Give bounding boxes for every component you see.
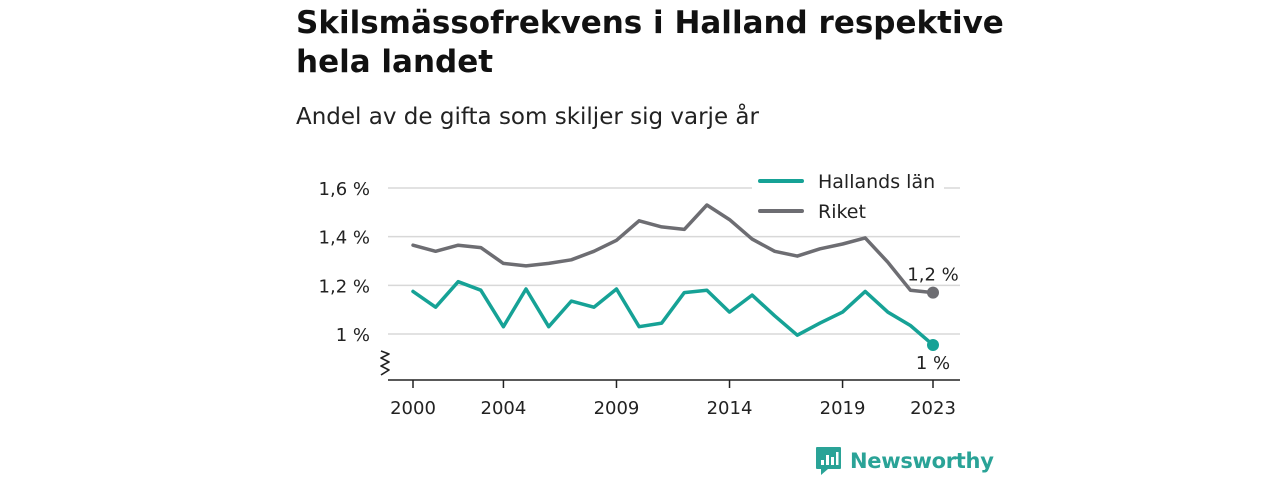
x-tick-label: 2000 <box>390 398 436 419</box>
x-axis: 2000 2004 2009 2014 2019 2023 <box>380 350 960 419</box>
x-tick-label: 2014 <box>707 398 753 419</box>
legend: Hallands län Riket <box>752 167 944 225</box>
y-tick-label: 1 % <box>336 325 370 346</box>
chart-title: Skilsmässofrekvens i Halland respektive … <box>296 5 1004 80</box>
series-end-point <box>927 286 939 299</box>
x-tick-label: 2009 <box>594 398 640 419</box>
series-end-label: 1 % <box>916 353 950 374</box>
series-lines: 1 % 1,2 % <box>411 203 961 376</box>
newsworthy-logo-icon <box>816 447 841 475</box>
series-end-label: 1,2 % <box>907 265 958 286</box>
y-tick-label: 1,2 % <box>319 276 370 297</box>
x-tick-label: 2004 <box>481 398 527 419</box>
x-tick-label: 2019 <box>820 398 866 419</box>
y-tick-label: 1,6 % <box>319 179 370 200</box>
x-tick-label: 2023 <box>910 398 956 419</box>
chart-subtitle: Andel av de gifta som skiljer sig varje … <box>296 104 759 130</box>
newsworthy-brand[interactable]: Newsworthy <box>815 446 994 476</box>
series-line-riket <box>411 203 935 295</box>
gridlines: 1 % 1,2 % 1,4 % 1,6 % <box>319 179 960 346</box>
series-end-point <box>927 338 939 351</box>
brand-name: Newsworthy <box>850 449 994 473</box>
series-line-hallands-lan <box>411 279 935 347</box>
legend-label: Riket <box>818 201 866 223</box>
y-tick-label: 1,4 % <box>319 228 370 249</box>
axis-break-icon <box>380 350 390 376</box>
legend-label: Hallands län <box>818 171 935 193</box>
